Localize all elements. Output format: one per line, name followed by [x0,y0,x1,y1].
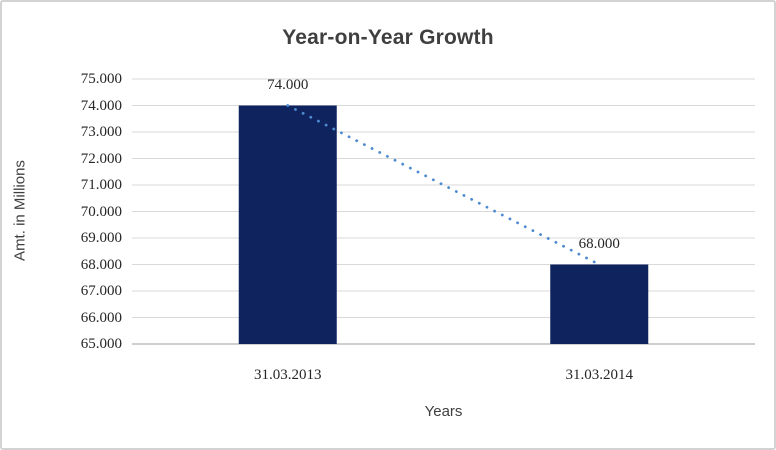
bar [238,105,337,344]
trendline-dotted [286,104,601,266]
chart-title: Year-on-Year Growth [282,26,494,49]
y-tick-label: 67.000 [80,283,122,299]
y-tick-label: 75.000 [80,71,122,87]
y-tick-label: 65.000 [80,336,122,352]
x-axis-title: Years [424,403,463,420]
x-tick-label: 31.03.2013 [254,367,322,383]
bar [550,264,649,344]
y-tick-label: 69.000 [80,230,122,246]
y-tick-label: 71.000 [80,177,122,193]
x-tick-label: 31.03.2014 [565,367,634,383]
y-tick-label: 66.000 [80,309,122,326]
y-tick-label: 72.000 [80,150,122,167]
y-tick-label: 73.000 [80,124,122,140]
bar-value-label: 74.000 [267,76,309,93]
y-tick-label: 74.000 [80,97,122,114]
y-tick-label: 70.000 [80,203,122,220]
y-tick-label: 68.000 [80,256,122,273]
bar-value-label: 68.000 [578,235,620,252]
